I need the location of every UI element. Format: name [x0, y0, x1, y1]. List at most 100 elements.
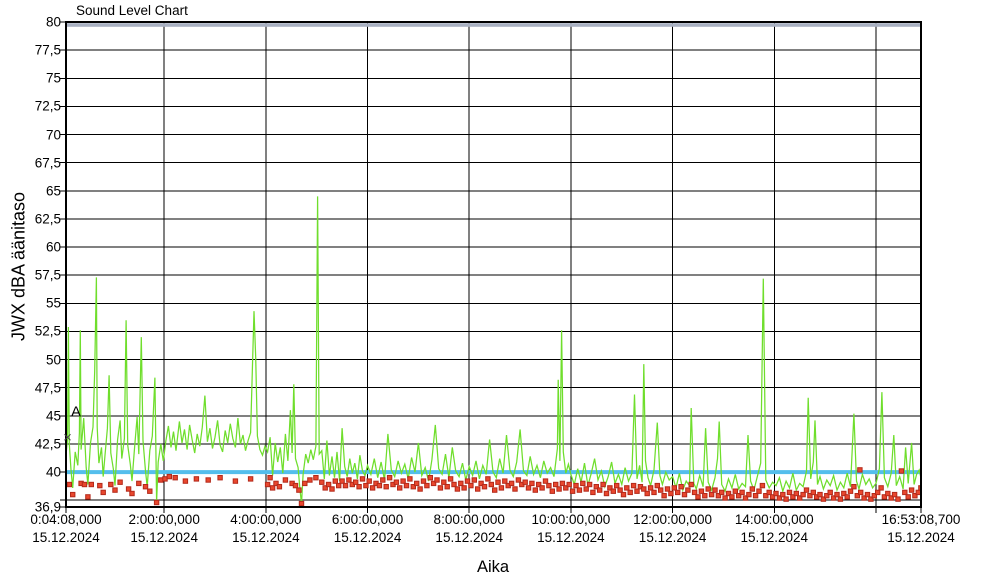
min-marker [444, 484, 450, 490]
min-marker [166, 473, 173, 480]
min-marker [162, 476, 168, 482]
min-marker [647, 485, 654, 491]
x-tick-date-label: 15.12.2024 [638, 530, 707, 545]
y-tick-label: 75 [45, 70, 61, 86]
min-marker [797, 495, 803, 501]
min-marker [414, 480, 420, 487]
min-marker [172, 475, 178, 481]
min-marker [871, 493, 877, 499]
min-marker [583, 486, 589, 492]
chart-title: Sound Level Chart [76, 3, 188, 18]
min-marker [522, 479, 528, 485]
min-marker [664, 486, 671, 492]
min-marker [376, 482, 383, 489]
min-marker [566, 481, 572, 488]
min-marker [451, 481, 457, 488]
y-tick-label: 72,5 [34, 98, 61, 114]
min-marker [424, 482, 430, 489]
min-marker [386, 475, 393, 481]
min-marker [66, 481, 72, 488]
min-marker [691, 489, 698, 496]
min-marker [553, 481, 559, 488]
min-marker [773, 490, 779, 497]
min-marker [437, 485, 444, 491]
x-tick-date-label: 15.12.2024 [32, 530, 100, 545]
min-marker [915, 489, 921, 496]
min-marker [410, 484, 417, 490]
min-marker [742, 495, 749, 501]
min-marker [702, 493, 708, 499]
min-marker [719, 489, 725, 496]
min-marker [888, 495, 894, 501]
cursor-a-label[interactable]: A [70, 403, 81, 421]
min-marker [803, 487, 810, 493]
min-marker [580, 480, 586, 487]
y-tick-label: 77,5 [34, 42, 61, 58]
min-marker [108, 481, 114, 488]
x-tick-time-label: 12:00:00,000 [633, 512, 713, 527]
min-marker [359, 476, 366, 482]
min-marker [397, 485, 403, 491]
x-tick-time-label: 2:00:00,000 [128, 512, 200, 527]
min-marker [556, 486, 562, 492]
min-marker [752, 493, 759, 499]
min-marker [902, 489, 908, 496]
min-marker [549, 488, 555, 494]
min-marker [854, 493, 860, 499]
min-marker [736, 493, 742, 499]
min-marker [267, 475, 273, 481]
y-tick-label: 57,5 [34, 267, 61, 283]
min-marker [847, 488, 854, 494]
y-tick-label: 55 [45, 295, 61, 311]
min-marker [864, 491, 871, 498]
min-marker [681, 491, 688, 498]
min-marker [319, 479, 325, 485]
min-marker [313, 475, 319, 481]
min-marker [478, 480, 484, 487]
min-marker [129, 490, 135, 497]
min-marker [393, 479, 400, 485]
min-marker [908, 487, 915, 493]
y-tick-label: 70 [45, 127, 61, 143]
min-marker [739, 489, 745, 496]
min-marker [641, 486, 647, 492]
y-tick-label: 40 [45, 464, 61, 480]
min-marker [366, 478, 372, 484]
min-marker [630, 482, 637, 489]
min-marker [857, 467, 863, 473]
min-marker [193, 476, 200, 482]
min-marker [597, 487, 603, 493]
min-marker [502, 478, 508, 484]
min-marker [786, 489, 793, 496]
min-marker [269, 485, 276, 491]
min-marker [296, 487, 302, 493]
cursor-position-mark[interactable] [64, 433, 71, 441]
min-marker [576, 487, 583, 493]
min-marker [339, 478, 345, 484]
min-marker [532, 487, 538, 493]
min-marker [644, 490, 650, 497]
min-marker [276, 484, 283, 490]
min-marker [342, 482, 349, 489]
min-marker [725, 490, 732, 497]
min-marker [834, 491, 840, 498]
min-marker [481, 484, 488, 490]
min-marker [495, 479, 501, 485]
min-marker [536, 481, 542, 488]
min-marker [298, 500, 305, 507]
x-tick-date-label: 15.12.2024 [232, 530, 300, 545]
min-marker [698, 488, 705, 494]
min-marker [671, 485, 677, 491]
y-tick-label: 47,5 [34, 380, 61, 396]
x-tick-date-label: 15.12.2024 [333, 530, 402, 545]
min-marker [746, 491, 752, 498]
min-marker [417, 486, 423, 492]
min-marker [420, 478, 427, 484]
plot-border [65, 21, 922, 508]
min-marker [292, 482, 299, 489]
min-marker [336, 482, 342, 489]
min-marker [651, 489, 657, 496]
min-marker [712, 487, 718, 493]
